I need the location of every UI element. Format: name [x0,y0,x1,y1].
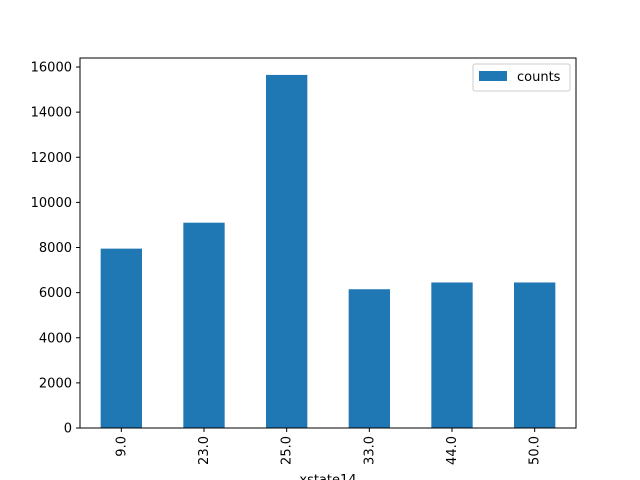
y-tick-label: 4000 [39,331,72,346]
bar-25.0 [266,74,308,429]
x-tick-label: 33.0 [362,436,377,465]
x-axis: 9.0 23.0 25.0 33.0 44.0 50.0 [114,428,543,465]
bar-23.0 [183,222,225,428]
x-axis-label: xstate14 [299,473,356,480]
bars-group [100,74,556,429]
x-tick-label: 44.0 [445,436,460,465]
bar-50.0 [514,282,556,428]
y-tick-label: 2000 [39,376,72,391]
legend-box [472,63,571,92]
y-tick-label: 16000 [31,61,72,76]
y-tick-label: 14000 [31,106,72,121]
y-tick-label: 12000 [31,151,72,166]
bar-33.0 [348,289,390,428]
bar-44.0 [431,282,473,428]
y-tick-label: 8000 [39,241,72,256]
legend: counts [472,63,571,92]
y-tick-label: 6000 [39,286,72,301]
x-tick-label: 50.0 [528,436,543,465]
legend-swatch [479,71,507,81]
y-tick-label: 10000 [31,196,72,211]
x-tick-label: 23.0 [197,436,212,465]
legend-label: counts [517,70,561,85]
x-tick-label: 25.0 [280,436,295,465]
bar-9.0 [100,248,142,428]
x-tick-label: 9.0 [114,436,129,457]
y-axis: 0 2000 4000 6000 8000 10000 12000 14000 16000 [31,61,80,437]
y-tick-label: 0 [64,422,72,437]
plot-frame [79,57,577,429]
